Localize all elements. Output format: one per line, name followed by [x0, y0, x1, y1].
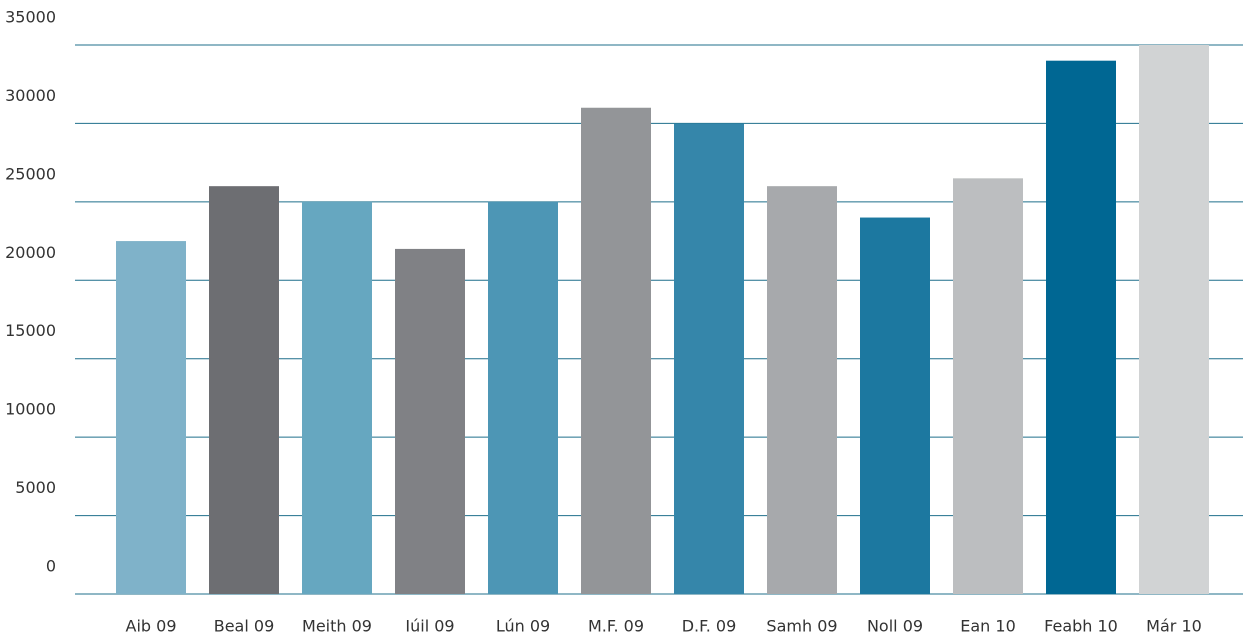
bar [209, 186, 279, 594]
x-tick-label: D.F. 09 [682, 617, 737, 636]
y-tick-label: 5000 [15, 478, 56, 497]
bar [488, 201, 558, 594]
x-tick-label: M.F. 09 [588, 617, 644, 636]
bar [1139, 45, 1209, 594]
x-tick-label: Lún 09 [496, 617, 550, 636]
bar [116, 241, 186, 595]
bar [581, 107, 651, 594]
x-tick-label: Ean 10 [960, 617, 1016, 636]
x-tick-label: Feabh 10 [1044, 617, 1118, 636]
x-tick-label: Már 10 [1146, 617, 1202, 636]
bar [302, 201, 372, 594]
bar [674, 123, 744, 594]
bar [395, 248, 465, 594]
bar [767, 186, 837, 594]
y-tick-label: 25000 [5, 164, 56, 183]
x-tick-label: Noll 09 [867, 617, 923, 636]
x-tick-label: Aib 09 [126, 617, 177, 636]
bar [1046, 60, 1116, 594]
x-tick-label: Samh 09 [766, 617, 837, 636]
y-tick-label: 35000 [5, 8, 56, 27]
y-tick-label: 30000 [5, 86, 56, 105]
x-tick-label: Beal 09 [214, 617, 275, 636]
y-tick-label: 10000 [5, 400, 56, 419]
bar [953, 178, 1023, 595]
y-tick-label: 0 [46, 557, 56, 576]
x-tick-label: Iúil 09 [405, 617, 454, 636]
x-tick-label: Meith 09 [302, 617, 372, 636]
y-tick-label: 20000 [5, 243, 56, 262]
y-tick-label: 15000 [5, 321, 56, 340]
bar [860, 217, 930, 595]
